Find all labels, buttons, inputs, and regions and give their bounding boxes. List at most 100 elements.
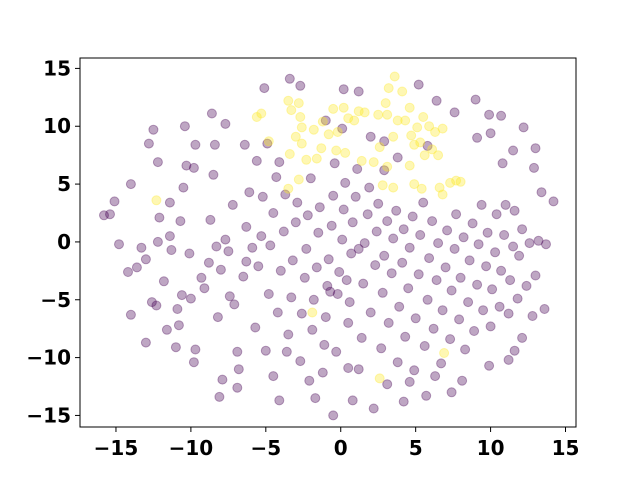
scatter-point <box>176 290 187 301</box>
scatter-point <box>455 272 466 283</box>
scatter-point <box>178 182 189 193</box>
scatter-point <box>382 109 393 120</box>
scatter-point <box>293 174 304 185</box>
scatter-point <box>114 239 124 250</box>
scatter-point <box>239 139 250 150</box>
scatter-point <box>256 108 267 119</box>
y-tick-label: 15 <box>43 56 71 80</box>
scatter-point <box>215 264 226 275</box>
scatter-point <box>275 265 286 276</box>
scatter-point <box>340 177 351 188</box>
scatter-point <box>484 360 495 371</box>
scatter-point <box>283 95 294 106</box>
scatter-point <box>374 373 385 384</box>
scatter-point <box>296 308 307 319</box>
scatter-point <box>406 130 417 141</box>
scatter-point <box>496 265 507 276</box>
scatter-point <box>368 157 379 168</box>
scatter-point <box>125 179 136 190</box>
scatter-point <box>181 160 192 171</box>
scatter-point <box>464 255 475 266</box>
scatter-point <box>449 107 460 118</box>
scatter-point <box>437 123 448 134</box>
y-tick-label: 0 <box>57 230 71 254</box>
scatter-point <box>473 239 484 250</box>
scatter-point <box>341 275 352 286</box>
scatter-point <box>359 107 370 118</box>
scatter-point <box>431 275 442 286</box>
scatter-point <box>196 272 207 283</box>
scatter-point <box>311 262 322 273</box>
scatter-point <box>109 196 120 207</box>
x-tick-label: −15 <box>94 436 139 460</box>
scatter-point <box>403 283 414 294</box>
scatter-point <box>268 371 279 382</box>
scatter-point <box>484 109 495 120</box>
x-axis: −15 −10 −5 0 5 10 15 <box>94 427 579 460</box>
scatter-point <box>301 154 312 165</box>
scatter-point <box>518 122 529 133</box>
scatter-point <box>152 157 163 168</box>
scatter-point <box>211 241 222 252</box>
scatter-point <box>436 358 447 369</box>
scatter-point <box>343 317 354 328</box>
scatter-point <box>353 86 364 97</box>
scatter-point <box>281 346 292 357</box>
scatter-point <box>328 410 339 421</box>
scatter-point <box>323 129 334 140</box>
scatter-point <box>340 147 351 158</box>
scatter-point <box>539 304 550 314</box>
scatter-point <box>409 365 420 376</box>
scatter-point <box>272 307 283 318</box>
scatter-point <box>224 291 235 302</box>
scatter-point <box>454 314 465 325</box>
scatter-point <box>99 210 109 221</box>
scatter-point <box>188 357 199 368</box>
scatter-point <box>125 309 136 320</box>
scatter-point <box>382 161 393 172</box>
scatter-point <box>356 155 367 166</box>
scatter-point <box>449 243 460 254</box>
scatter-point <box>251 155 262 166</box>
scatter-point <box>208 169 219 180</box>
scatter-point <box>397 86 408 97</box>
scatter-point <box>494 301 505 312</box>
scatter-point <box>148 124 159 135</box>
scatter-point <box>374 142 385 153</box>
scatter-point <box>478 305 489 316</box>
scatter-point <box>290 131 301 142</box>
scatter-point <box>517 332 528 343</box>
scatter-point <box>329 158 340 169</box>
scatter-point <box>310 393 321 404</box>
scatter-point <box>508 145 519 156</box>
scatter-point <box>283 183 294 194</box>
scatter-point <box>398 396 409 407</box>
scatter-point <box>343 113 354 124</box>
scatter-point <box>508 241 519 252</box>
scatter-point <box>296 138 307 149</box>
scatter-point <box>190 344 201 355</box>
scatter-point <box>437 305 448 316</box>
scatter-point <box>497 158 508 169</box>
scatter-point <box>430 127 441 137</box>
scatter-point <box>199 283 210 294</box>
scatter-point <box>326 220 337 231</box>
scatter-point <box>472 132 483 143</box>
scatter-point <box>397 257 408 268</box>
scatter-point <box>265 240 276 251</box>
scatter-point <box>158 276 169 287</box>
scatter-point <box>416 183 427 194</box>
scatter-point <box>140 337 151 348</box>
scatter-point <box>316 143 327 154</box>
scatter-point <box>379 136 390 147</box>
scatter-point <box>173 320 184 331</box>
scatter-point <box>430 371 441 382</box>
scatter-point <box>388 233 399 244</box>
scatter-point <box>293 98 304 109</box>
scatter-point <box>439 348 450 358</box>
scatter-point <box>499 230 510 240</box>
scatter-point <box>262 138 273 149</box>
scatter-point <box>400 331 411 342</box>
scatter-point <box>256 231 267 242</box>
scatter-point <box>136 242 147 253</box>
